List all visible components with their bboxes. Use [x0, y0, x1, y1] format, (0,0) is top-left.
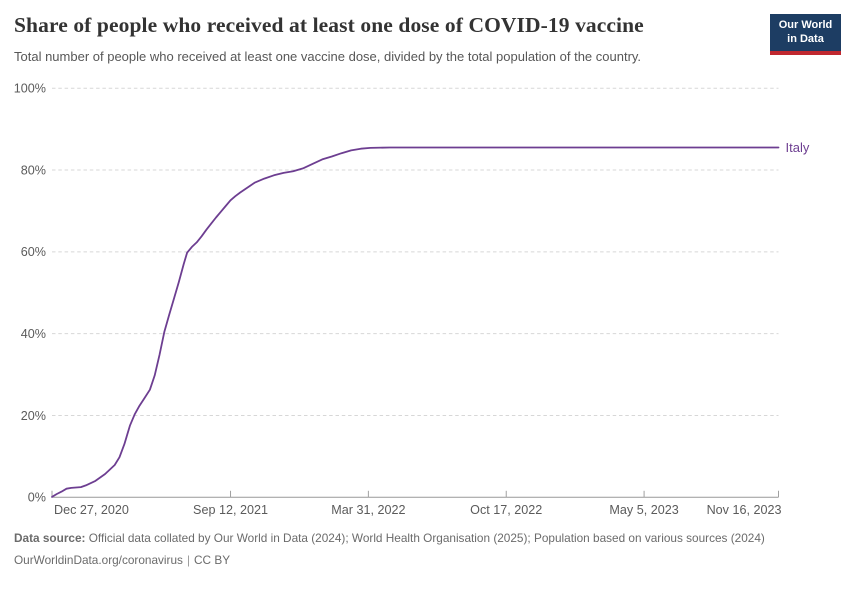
license-label: CC BY — [194, 552, 231, 567]
y-tick-label: 20% — [21, 409, 46, 423]
data-source-text: Official data collated by Our World in D… — [88, 531, 765, 545]
x-tick-label: Nov 16, 2023 — [707, 503, 782, 517]
chart-subtitle: Total number of people who received at l… — [14, 49, 642, 64]
attribution-line: OurWorldinData.org/coronavirus | CC BY — [14, 553, 826, 569]
y-tick-label: 100% — [14, 82, 46, 96]
chart-title: Share of people who received at least on… — [14, 13, 644, 37]
data-source-note: Data source: Official data collated by O… — [14, 531, 826, 547]
owid-url-link[interactable]: OurWorldinData.org/coronavirus — [14, 552, 183, 567]
owid-logo-line1: Our World — [778, 19, 833, 31]
x-tick-label: Oct 17, 2022 — [470, 503, 542, 517]
x-tick-label: May 5, 2023 — [609, 503, 678, 517]
y-tick-label: 40% — [21, 327, 46, 341]
chart-footer: Data source: Official data collated by O… — [14, 531, 826, 568]
data-source-label: Data source: — [14, 531, 86, 545]
owid-logo[interactable]: Our World in Data — [770, 14, 841, 55]
separator: | — [186, 552, 191, 567]
owid-logo-line2: in Data — [787, 32, 824, 45]
y-tick-label: 60% — [21, 245, 46, 259]
x-tick-label: Mar 31, 2022 — [331, 503, 405, 517]
series-label-italy: Italy — [786, 140, 810, 155]
x-tick-label: Sep 12, 2021 — [193, 503, 268, 517]
y-tick-label: 0% — [28, 491, 46, 505]
x-tick-label: Dec 27, 2020 — [54, 503, 129, 517]
data-line-italy — [51, 146, 780, 498]
y-tick-label: 80% — [21, 163, 46, 177]
